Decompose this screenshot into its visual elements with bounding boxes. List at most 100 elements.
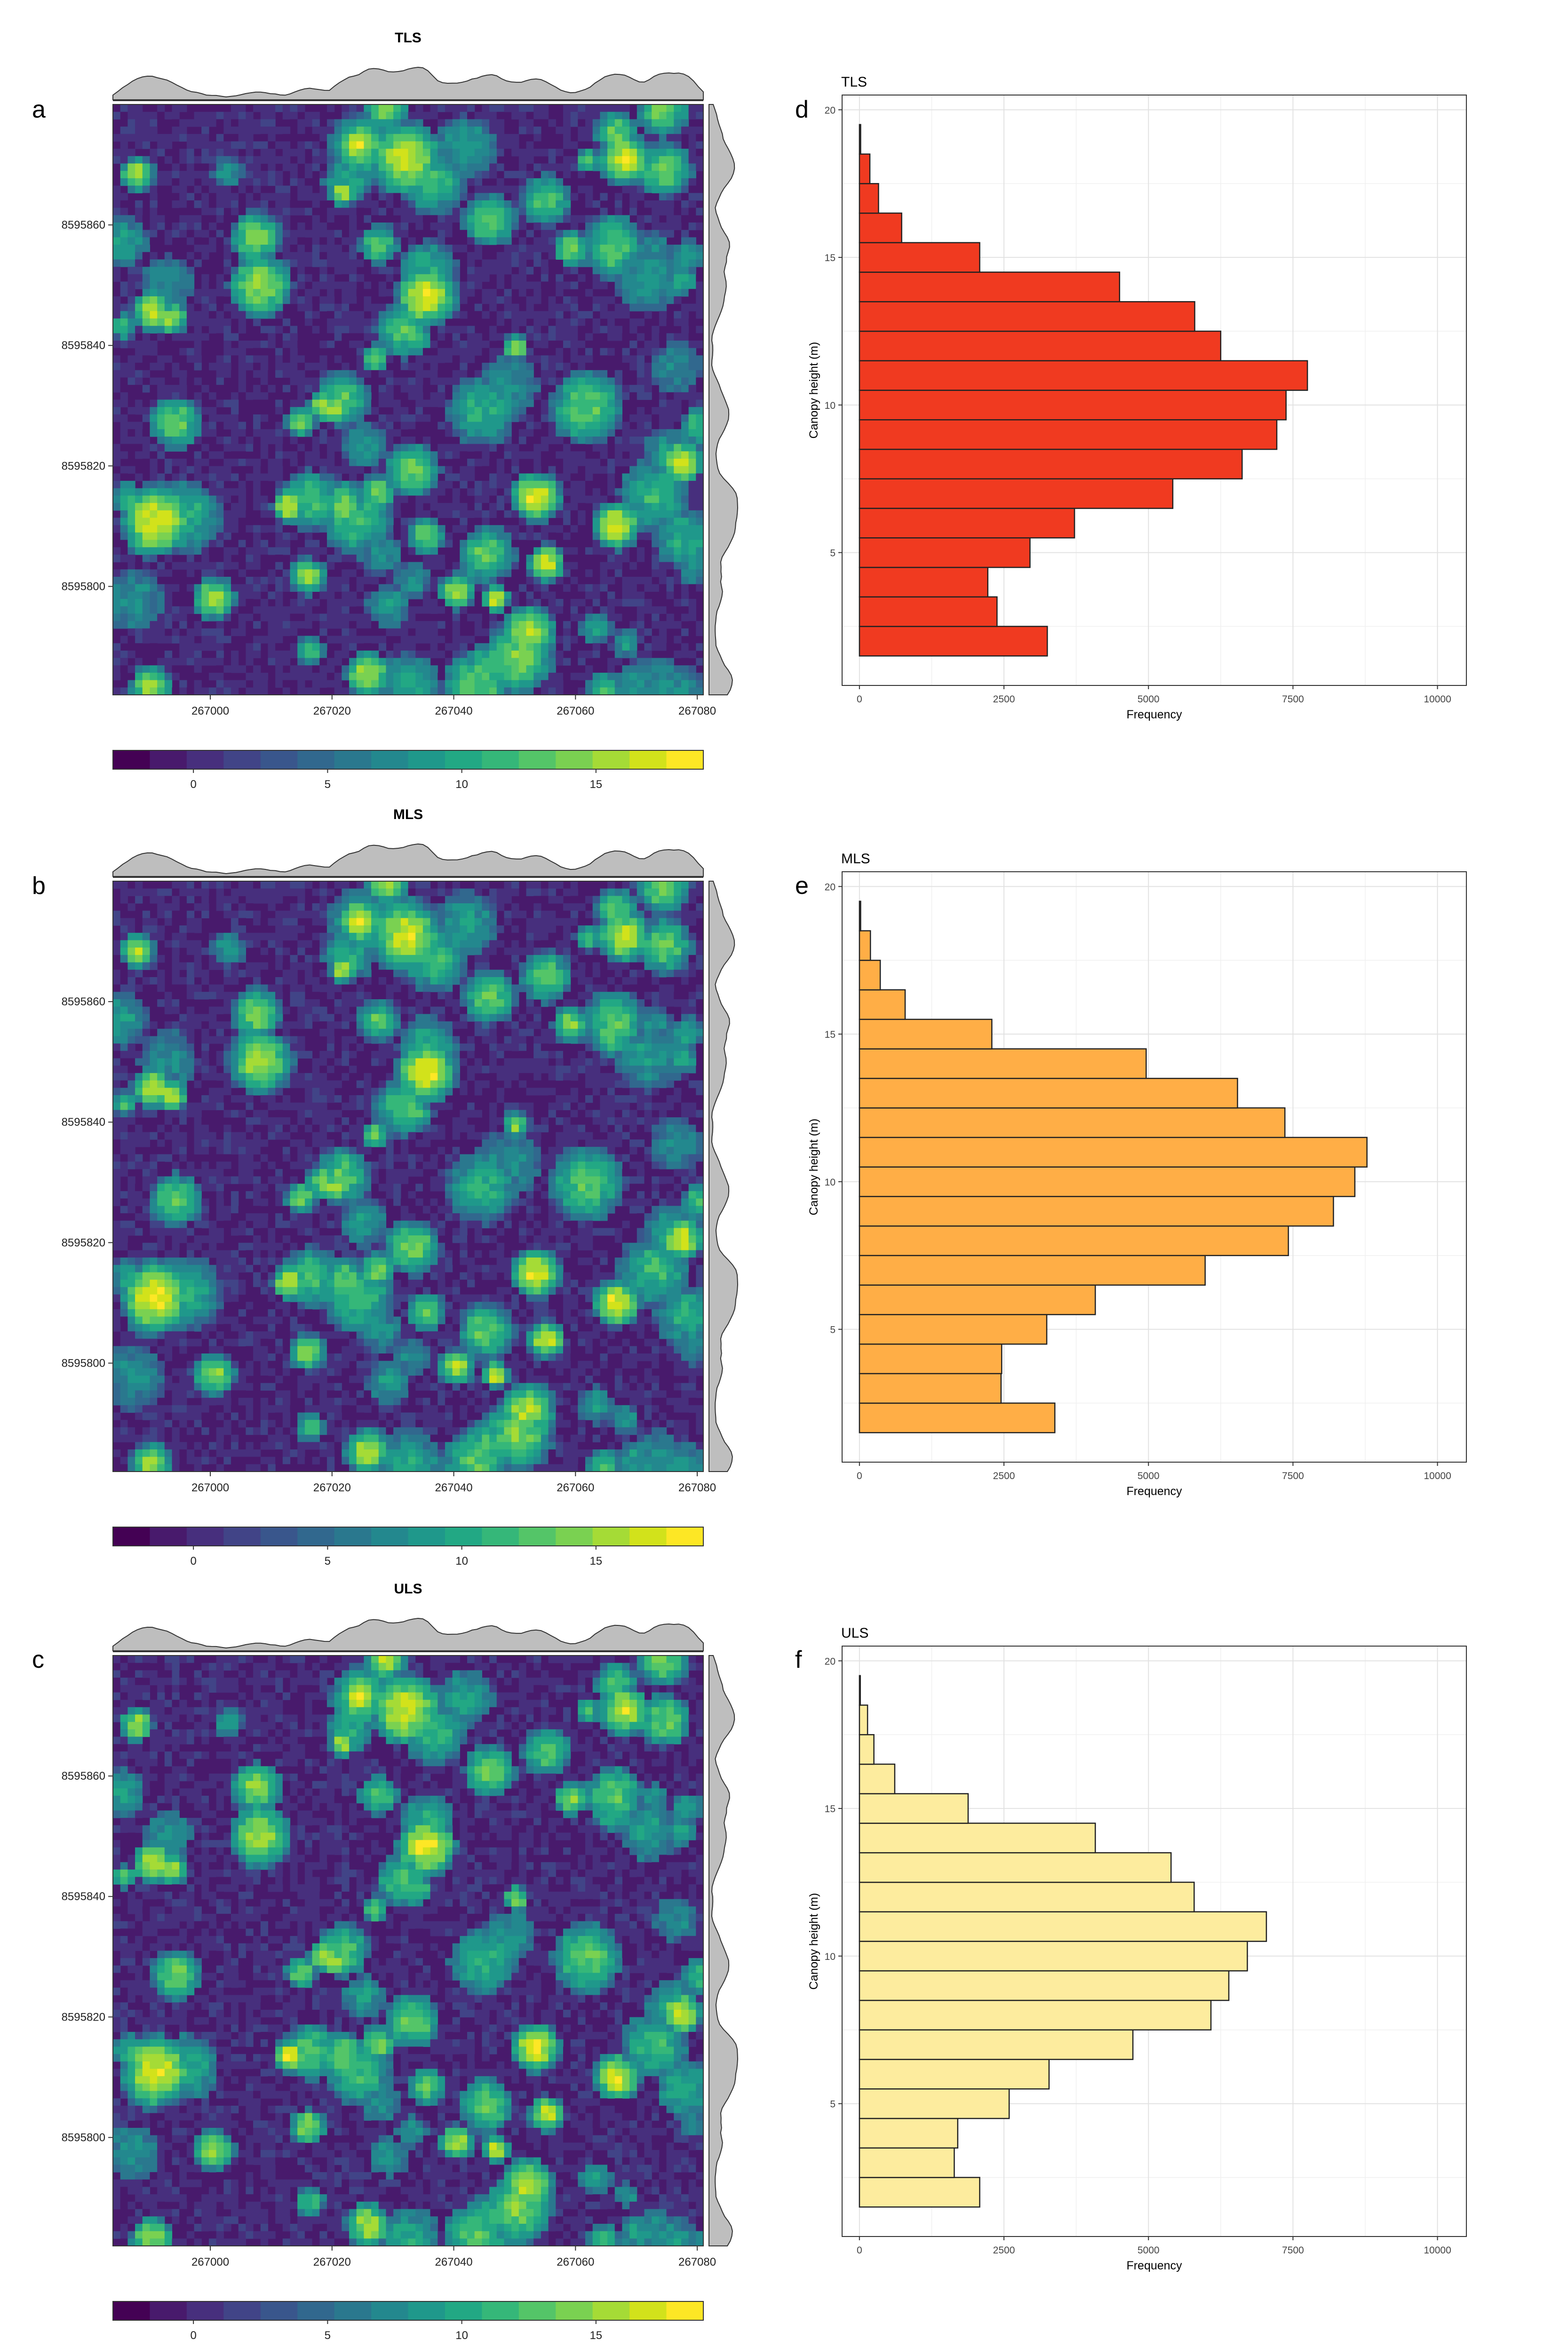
raster-cell — [231, 311, 239, 319]
raster-cell — [533, 577, 541, 585]
raster-cell — [201, 296, 209, 304]
raster-cell — [438, 104, 446, 112]
raster-cell — [297, 377, 305, 385]
raster-cell — [356, 547, 364, 555]
raster-cell — [674, 348, 682, 356]
raster-cell — [194, 333, 202, 341]
raster-cell — [386, 370, 394, 378]
raster-cell — [393, 326, 401, 334]
raster-cell — [334, 517, 342, 525]
raster-cell — [290, 281, 298, 289]
raster-cell — [652, 399, 660, 407]
raster-cell — [297, 149, 305, 157]
raster-cell — [378, 119, 387, 127]
raster-cell — [556, 111, 564, 119]
raster-cell — [312, 613, 320, 621]
raster-cell — [622, 510, 630, 518]
raster-cell — [290, 643, 298, 651]
raster-cell — [607, 517, 615, 525]
raster-cell — [489, 436, 497, 445]
raster-cell — [585, 613, 593, 621]
raster-cell — [563, 510, 571, 518]
raster-cell — [113, 237, 121, 245]
raster-cell — [415, 341, 423, 349]
raster-cell — [592, 422, 600, 430]
raster-cell — [659, 451, 667, 459]
raster-cell — [378, 517, 387, 525]
raster-cell — [349, 547, 357, 555]
raster-cell — [342, 481, 350, 489]
raster-cell — [659, 171, 667, 179]
raster-cell — [246, 532, 254, 541]
raster-cell — [135, 223, 143, 231]
raster-cell — [319, 407, 327, 415]
raster-cell — [208, 399, 217, 407]
raster-cell — [681, 591, 689, 599]
raster-cell — [652, 606, 660, 614]
raster-cell — [282, 333, 291, 341]
raster-cell — [282, 185, 291, 193]
raster-cell — [113, 377, 121, 385]
raster-cell — [371, 495, 379, 503]
raster-cell — [674, 562, 682, 570]
raster-cell — [260, 599, 269, 607]
raster-cell — [386, 591, 394, 599]
raster-cell — [275, 185, 283, 193]
raster-cell — [194, 459, 202, 467]
raster-cell — [194, 510, 202, 518]
raster-cell — [489, 267, 497, 275]
raster-cell — [614, 444, 623, 452]
raster-cell — [342, 495, 350, 503]
raster-cell — [563, 540, 571, 548]
raster-cell — [253, 473, 261, 481]
raster-cell — [150, 281, 158, 289]
raster-cell — [408, 584, 416, 592]
raster-cell — [186, 303, 195, 311]
raster-cell — [120, 599, 128, 607]
raster-cell — [533, 599, 541, 607]
raster-cell — [179, 200, 187, 208]
raster-cell — [349, 178, 357, 186]
raster-cell — [342, 569, 350, 577]
raster-cell — [570, 569, 578, 577]
raster-cell — [378, 178, 387, 186]
raster-cell — [688, 193, 696, 201]
raster-cell — [504, 636, 512, 644]
raster-cell — [113, 333, 121, 341]
raster-cell — [637, 422, 645, 430]
raster-cell — [312, 311, 320, 319]
raster-cell — [297, 422, 305, 430]
raster-cell — [511, 599, 519, 607]
raster-cell — [496, 547, 505, 555]
raster-cell — [548, 399, 556, 407]
raster-cell — [393, 540, 401, 548]
raster-cell — [556, 311, 564, 319]
raster-cell — [614, 569, 623, 577]
raster-cell — [430, 237, 438, 245]
raster-cell — [290, 355, 298, 363]
raster-cell — [150, 636, 158, 644]
raster-cell — [268, 104, 276, 112]
raster-cell — [142, 466, 151, 474]
raster-cell — [231, 171, 239, 179]
raster-cell — [533, 178, 541, 186]
raster-cell — [438, 392, 446, 400]
raster-cell — [393, 547, 401, 555]
raster-cell — [688, 245, 696, 253]
raster-cell — [120, 289, 128, 297]
raster-cell — [393, 606, 401, 614]
raster-cell — [120, 141, 128, 149]
raster-cell — [548, 341, 556, 349]
raster-cell — [127, 466, 135, 474]
raster-cell — [135, 303, 143, 311]
raster-cell — [652, 289, 660, 297]
raster-cell — [600, 303, 608, 311]
raster-cell — [334, 377, 342, 385]
raster-cell — [430, 134, 438, 142]
raster-cell — [260, 628, 269, 637]
raster-cell — [378, 554, 387, 563]
raster-cell — [364, 119, 372, 127]
raster-cell — [356, 377, 364, 385]
raster-cell — [186, 503, 195, 511]
raster-cell — [246, 119, 254, 127]
